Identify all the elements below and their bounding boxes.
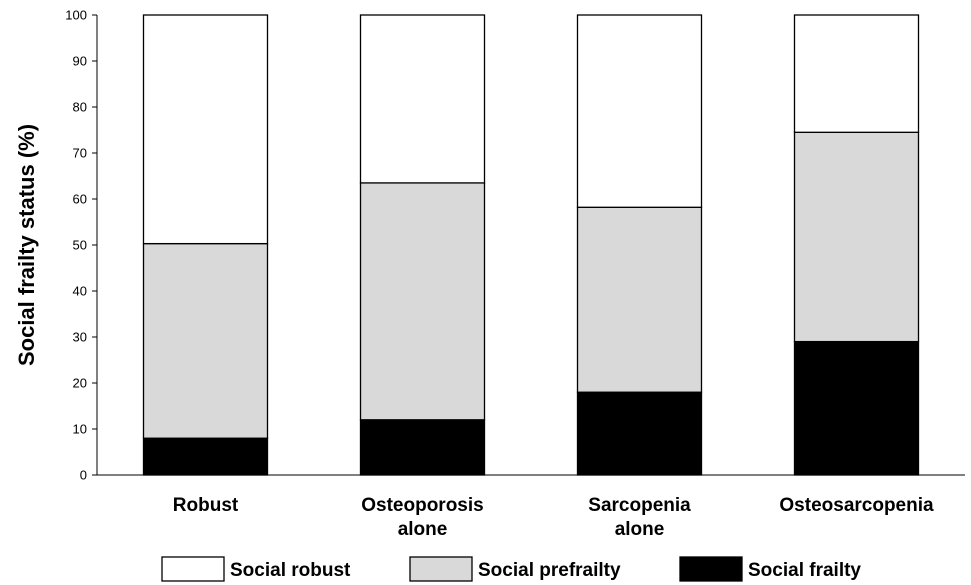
category-label: Osteoporosis bbox=[361, 495, 483, 516]
y-tick-label: 0 bbox=[80, 468, 87, 483]
bar-segment-social-robust bbox=[793, 14, 920, 133]
bar-segment-social-prefrailty bbox=[793, 131, 920, 343]
bar-segment-social-prefrailty bbox=[142, 242, 269, 439]
y-axis-title-group: Social frailty status (%) bbox=[14, 124, 39, 366]
y-ticks: 0 10 20 30 40 50 60 70 80 90 100 bbox=[65, 8, 97, 483]
bar-segment-social-frailty bbox=[576, 391, 703, 476]
category-label: Osteosarcopenia bbox=[779, 495, 934, 516]
legend-swatch bbox=[409, 556, 473, 582]
legend: Social robust Social prefrailty Social fra… bbox=[161, 556, 861, 582]
legend-label: Social frailty bbox=[748, 560, 861, 581]
y-tick-label: 80 bbox=[73, 100, 87, 115]
bar-segment-social-frailty bbox=[142, 437, 269, 476]
bar-segment-social-prefrailty bbox=[359, 182, 486, 421]
y-tick-label: 20 bbox=[73, 376, 87, 391]
y-tick-label: 90 bbox=[73, 54, 87, 69]
category-label: alone bbox=[615, 519, 665, 540]
bar-segment-social-frailty bbox=[793, 340, 920, 476]
legend-label: Social prefrailty bbox=[478, 560, 621, 581]
category-label: Robust bbox=[173, 495, 239, 516]
bar-segment-social-prefrailty bbox=[576, 206, 703, 393]
category-label: Sarcopenia bbox=[588, 495, 691, 516]
y-tick-label: 70 bbox=[73, 146, 87, 161]
bar-segment-social-robust bbox=[359, 14, 486, 184]
legend-label: Social robust bbox=[230, 560, 351, 581]
legend-swatch bbox=[161, 556, 225, 582]
category-labels: Robust Osteoporosis alone Sarcopenia alone Os… bbox=[173, 495, 934, 540]
bar-segment-social-robust bbox=[576, 14, 703, 208]
bar-segment-social-frailty bbox=[359, 419, 486, 476]
category-label: alone bbox=[398, 519, 448, 540]
y-tick-label: 50 bbox=[73, 238, 87, 253]
bars bbox=[142, 14, 920, 476]
bar-segment-social-robust bbox=[142, 14, 269, 245]
y-tick-label: 60 bbox=[73, 192, 87, 207]
y-tick-label: 40 bbox=[73, 284, 87, 299]
y-tick-label: 30 bbox=[73, 330, 87, 345]
y-axis-title: Social frailty status (%) bbox=[14, 124, 39, 366]
y-tick-label: 100 bbox=[65, 8, 87, 23]
y-tick-label: 10 bbox=[73, 422, 87, 437]
legend-swatch bbox=[679, 556, 743, 582]
